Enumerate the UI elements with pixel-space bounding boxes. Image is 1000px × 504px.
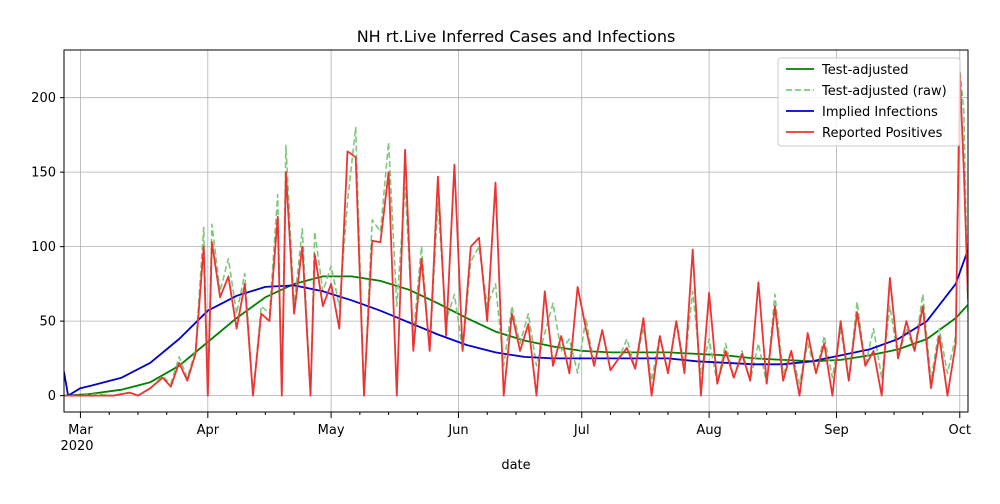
legend-label: Test-adjusted (raw) (821, 84, 947, 99)
x-tick-label: Aug (696, 423, 721, 438)
plot-series (64, 67, 968, 397)
plot-frame (63, 49, 969, 413)
x-axis-ticks: Mar Apr May Jun Jul Aug Sep Oct (68, 412, 971, 438)
x-tick-label: Sep (824, 423, 849, 438)
x-tick-label: Jul (573, 423, 590, 438)
legend-label: Test-adjusted (821, 63, 908, 78)
y-tick-label: 50 (39, 315, 56, 330)
x-tick-label: May (318, 423, 345, 438)
x-tick-label: Jun (447, 423, 468, 438)
y-tick-label: 100 (31, 240, 56, 255)
legend-label: Implied Infections (822, 105, 938, 120)
y-tick-label: 0 (48, 389, 56, 404)
y-tick-label: 150 (31, 166, 56, 181)
chart-title: NH rt.Live Inferred Cases and Infections (357, 27, 676, 46)
legend-label: Reported Positives (822, 126, 943, 141)
x-tick-label: Oct (949, 423, 971, 438)
series-line-3 (64, 71, 968, 397)
x-axis-label: date (501, 458, 530, 473)
legend: Test-adjusted Test-adjusted (raw) Implied … (777, 57, 961, 147)
x-year-label: 2020 (60, 439, 93, 454)
x-tick-label: Mar (68, 423, 93, 438)
y-axis-ticks: 0 50 100 150 200 (31, 91, 64, 404)
x-tick-label: Apr (197, 423, 220, 438)
y-tick-label: 200 (31, 91, 56, 106)
series-line-2 (64, 249, 968, 397)
legend-box (777, 57, 961, 147)
